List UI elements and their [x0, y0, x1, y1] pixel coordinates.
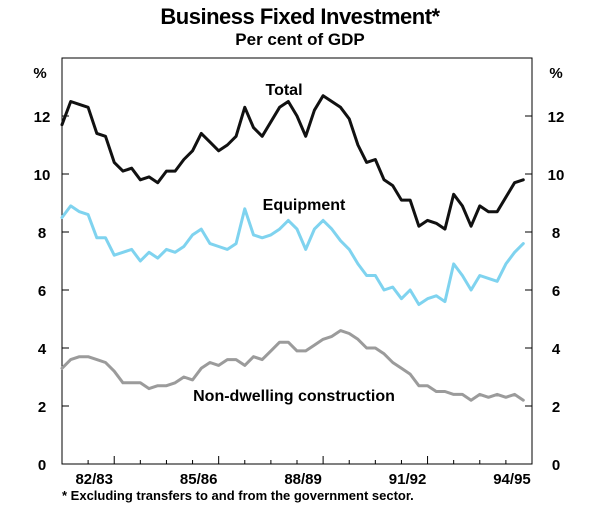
series-line-equipment — [60, 204, 525, 306]
footnote: * Excluding transfers to and from the go… — [62, 488, 414, 503]
x-tick-label: 91/92 — [389, 471, 427, 488]
series-label-non-dwelling-construction: Non-dwelling construction — [193, 388, 395, 405]
y-tick-label-left: 8 — [38, 225, 46, 242]
x-tick-label: 85/86 — [180, 471, 218, 488]
y-tick-label-right: 8 — [552, 225, 560, 242]
left-unit-label: % — [33, 65, 46, 82]
y-tick-label-right: 10 — [548, 167, 565, 184]
y-tick-label-left: 2 — [38, 399, 46, 416]
right-unit-label: % — [549, 65, 562, 82]
y-tick-label-right: 4 — [552, 341, 561, 358]
series-label-total: Total — [265, 82, 302, 99]
axis-ticks: 0 0 2 2 4 4 6 6 8 8 10 10 12 12 82/83 85/86 88/89 91/92 94… — [34, 109, 565, 488]
series-label-equipment: Equipment — [263, 197, 346, 214]
y-tick-label-left: 0 — [38, 457, 46, 474]
y-tick-label-right: 0 — [552, 457, 560, 474]
y-tick-label-right: 6 — [552, 283, 560, 300]
y-tick-label-left: 12 — [34, 109, 51, 126]
y-tick-label-left: 10 — [34, 167, 51, 184]
y-tick-label-left: 4 — [38, 341, 47, 358]
x-tick-label: 94/95 — [493, 471, 531, 488]
chart-title: Business Fixed Investment* — [160, 4, 440, 29]
series-lines — [60, 94, 525, 402]
series-line-total — [60, 94, 525, 231]
series-line-non-dwelling-construction — [60, 329, 525, 402]
x-tick-label: 82/83 — [75, 471, 113, 488]
x-tick-label: 88/89 — [284, 471, 322, 488]
y-tick-label-left: 6 — [38, 283, 46, 300]
y-tick-label-right: 2 — [552, 399, 560, 416]
y-tick-label-right: 12 — [548, 109, 565, 126]
chart-subtitle: Per cent of GDP — [235, 30, 365, 49]
